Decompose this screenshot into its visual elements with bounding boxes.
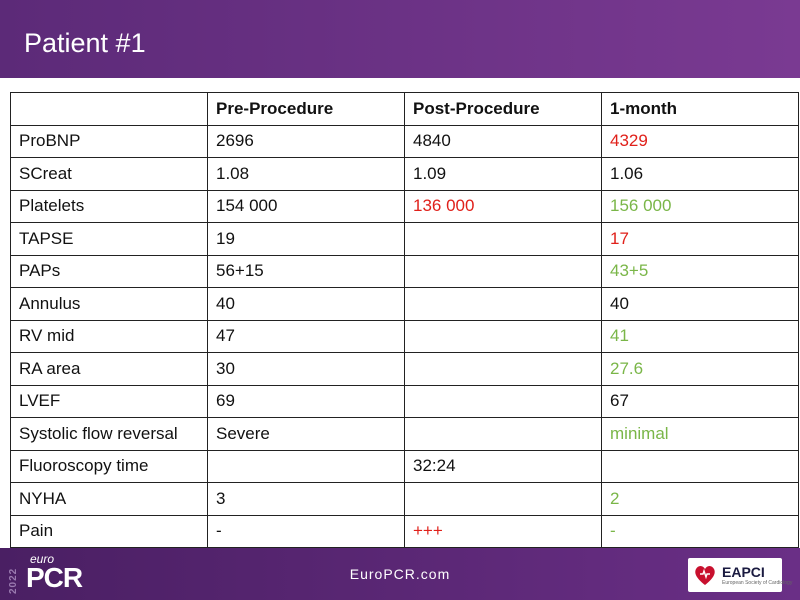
post-procedure-cell	[404, 417, 602, 451]
table-row: Pain - +++ -	[10, 514, 799, 548]
row-label: Platelets	[10, 189, 208, 223]
row-label: ProBNP	[10, 124, 208, 158]
post-procedure-cell	[404, 254, 602, 288]
post-procedure-cell	[404, 352, 602, 386]
pre-procedure-cell: Severe	[207, 417, 405, 451]
row-label: Annulus	[10, 287, 208, 321]
pre-procedure-cell: 69	[207, 384, 405, 418]
post-procedure-cell	[404, 287, 602, 321]
one-month-cell: minimal	[601, 417, 799, 451]
one-month-cell: 43+5	[601, 254, 799, 288]
pre-procedure-cell: 3	[207, 482, 405, 516]
table-row: Systolic flow reversal Severe minimal	[10, 417, 799, 451]
table-row: Platelets 154 000 136 000 156 000	[10, 189, 799, 223]
pre-procedure-cell	[207, 449, 405, 483]
post-procedure-cell: 4840	[404, 124, 602, 158]
footer-bar	[0, 548, 800, 600]
table-header-row: Pre-Procedure Post-Procedure 1-month	[10, 92, 799, 126]
footer-url: EuroPCR.com	[349, 566, 451, 582]
row-label: Pain	[10, 514, 208, 548]
table-row: NYHA 3 2	[10, 482, 799, 516]
pre-procedure-cell: 1.08	[207, 157, 405, 191]
one-month-cell: 1.06	[601, 157, 799, 191]
table-row: Fluoroscopy time 32:24	[10, 449, 799, 483]
patient-data-table: Pre-Procedure Post-Procedure 1-month Pro…	[10, 92, 799, 548]
pre-procedure-cell: -	[207, 514, 405, 548]
table-row: ProBNP 2696 4840 4329	[10, 124, 799, 158]
row-label: NYHA	[10, 482, 208, 516]
row-label: TAPSE	[10, 222, 208, 256]
table-row: TAPSE 19 17	[10, 222, 799, 256]
pre-procedure-cell: 56+15	[207, 254, 405, 288]
column-header-label	[10, 92, 208, 126]
page-title: Patient #1	[24, 28, 146, 58]
one-month-cell: 4329	[601, 124, 799, 158]
one-month-cell: 40	[601, 287, 799, 321]
column-header-1-month: 1-month	[601, 92, 799, 126]
post-procedure-cell: 136 000	[404, 189, 602, 223]
pre-procedure-cell: 47	[207, 319, 405, 353]
eapci-logo-subtext: European Society of Cardiology	[722, 580, 793, 586]
pre-procedure-cell: 40	[207, 287, 405, 321]
one-month-cell	[601, 449, 799, 483]
table-row: PAPs 56+15 43+5	[10, 254, 799, 288]
one-month-cell: 156 000	[601, 189, 799, 223]
pre-procedure-cell: 2696	[207, 124, 405, 158]
table-row: SCreat 1.08 1.09 1.06	[10, 157, 799, 191]
column-header-pre-procedure: Pre-Procedure	[207, 92, 405, 126]
europcr-logo-pcr: PCR	[26, 562, 83, 593]
pre-procedure-cell: 19	[207, 222, 405, 256]
one-month-cell: 2	[601, 482, 799, 516]
post-procedure-cell	[404, 482, 602, 516]
europcr-logo-euro: euro	[30, 552, 55, 566]
pre-procedure-cell: 30	[207, 352, 405, 386]
table-row: Annulus 40 40	[10, 287, 799, 321]
table-row: LVEF 69 67	[10, 384, 799, 418]
heart-icon	[695, 566, 715, 585]
row-label: PAPs	[10, 254, 208, 288]
column-header-post-procedure: Post-Procedure	[404, 92, 602, 126]
table-row: RA area 30 27.6	[10, 352, 799, 386]
one-month-cell: 27.6	[601, 352, 799, 386]
table-row: RV mid 47 41	[10, 319, 799, 353]
pre-procedure-cell: 154 000	[207, 189, 405, 223]
post-procedure-cell: +++	[404, 514, 602, 548]
post-procedure-cell	[404, 384, 602, 418]
row-label: RA area	[10, 352, 208, 386]
row-label: LVEF	[10, 384, 208, 418]
post-procedure-cell	[404, 319, 602, 353]
table-body: ProBNP 2696 4840 4329 SCreat 1.08 1.09 1.06 Plat…	[10, 124, 799, 548]
post-procedure-cell	[404, 222, 602, 256]
eapci-logo: EAPCI European Society of Cardiology	[688, 558, 792, 592]
one-month-cell: 41	[601, 319, 799, 353]
one-month-cell: 17	[601, 222, 799, 256]
row-label: RV mid	[10, 319, 208, 353]
eapci-logo-text: EAPCI	[722, 564, 765, 580]
post-procedure-cell: 1.09	[404, 157, 602, 191]
row-label: SCreat	[10, 157, 208, 191]
post-procedure-cell: 32:24	[404, 449, 602, 483]
one-month-cell: 67	[601, 384, 799, 418]
row-label: Fluoroscopy time	[10, 449, 208, 483]
title-bar: Patient #1	[0, 0, 800, 78]
row-label: Systolic flow reversal	[10, 417, 208, 451]
one-month-cell: -	[601, 514, 799, 548]
